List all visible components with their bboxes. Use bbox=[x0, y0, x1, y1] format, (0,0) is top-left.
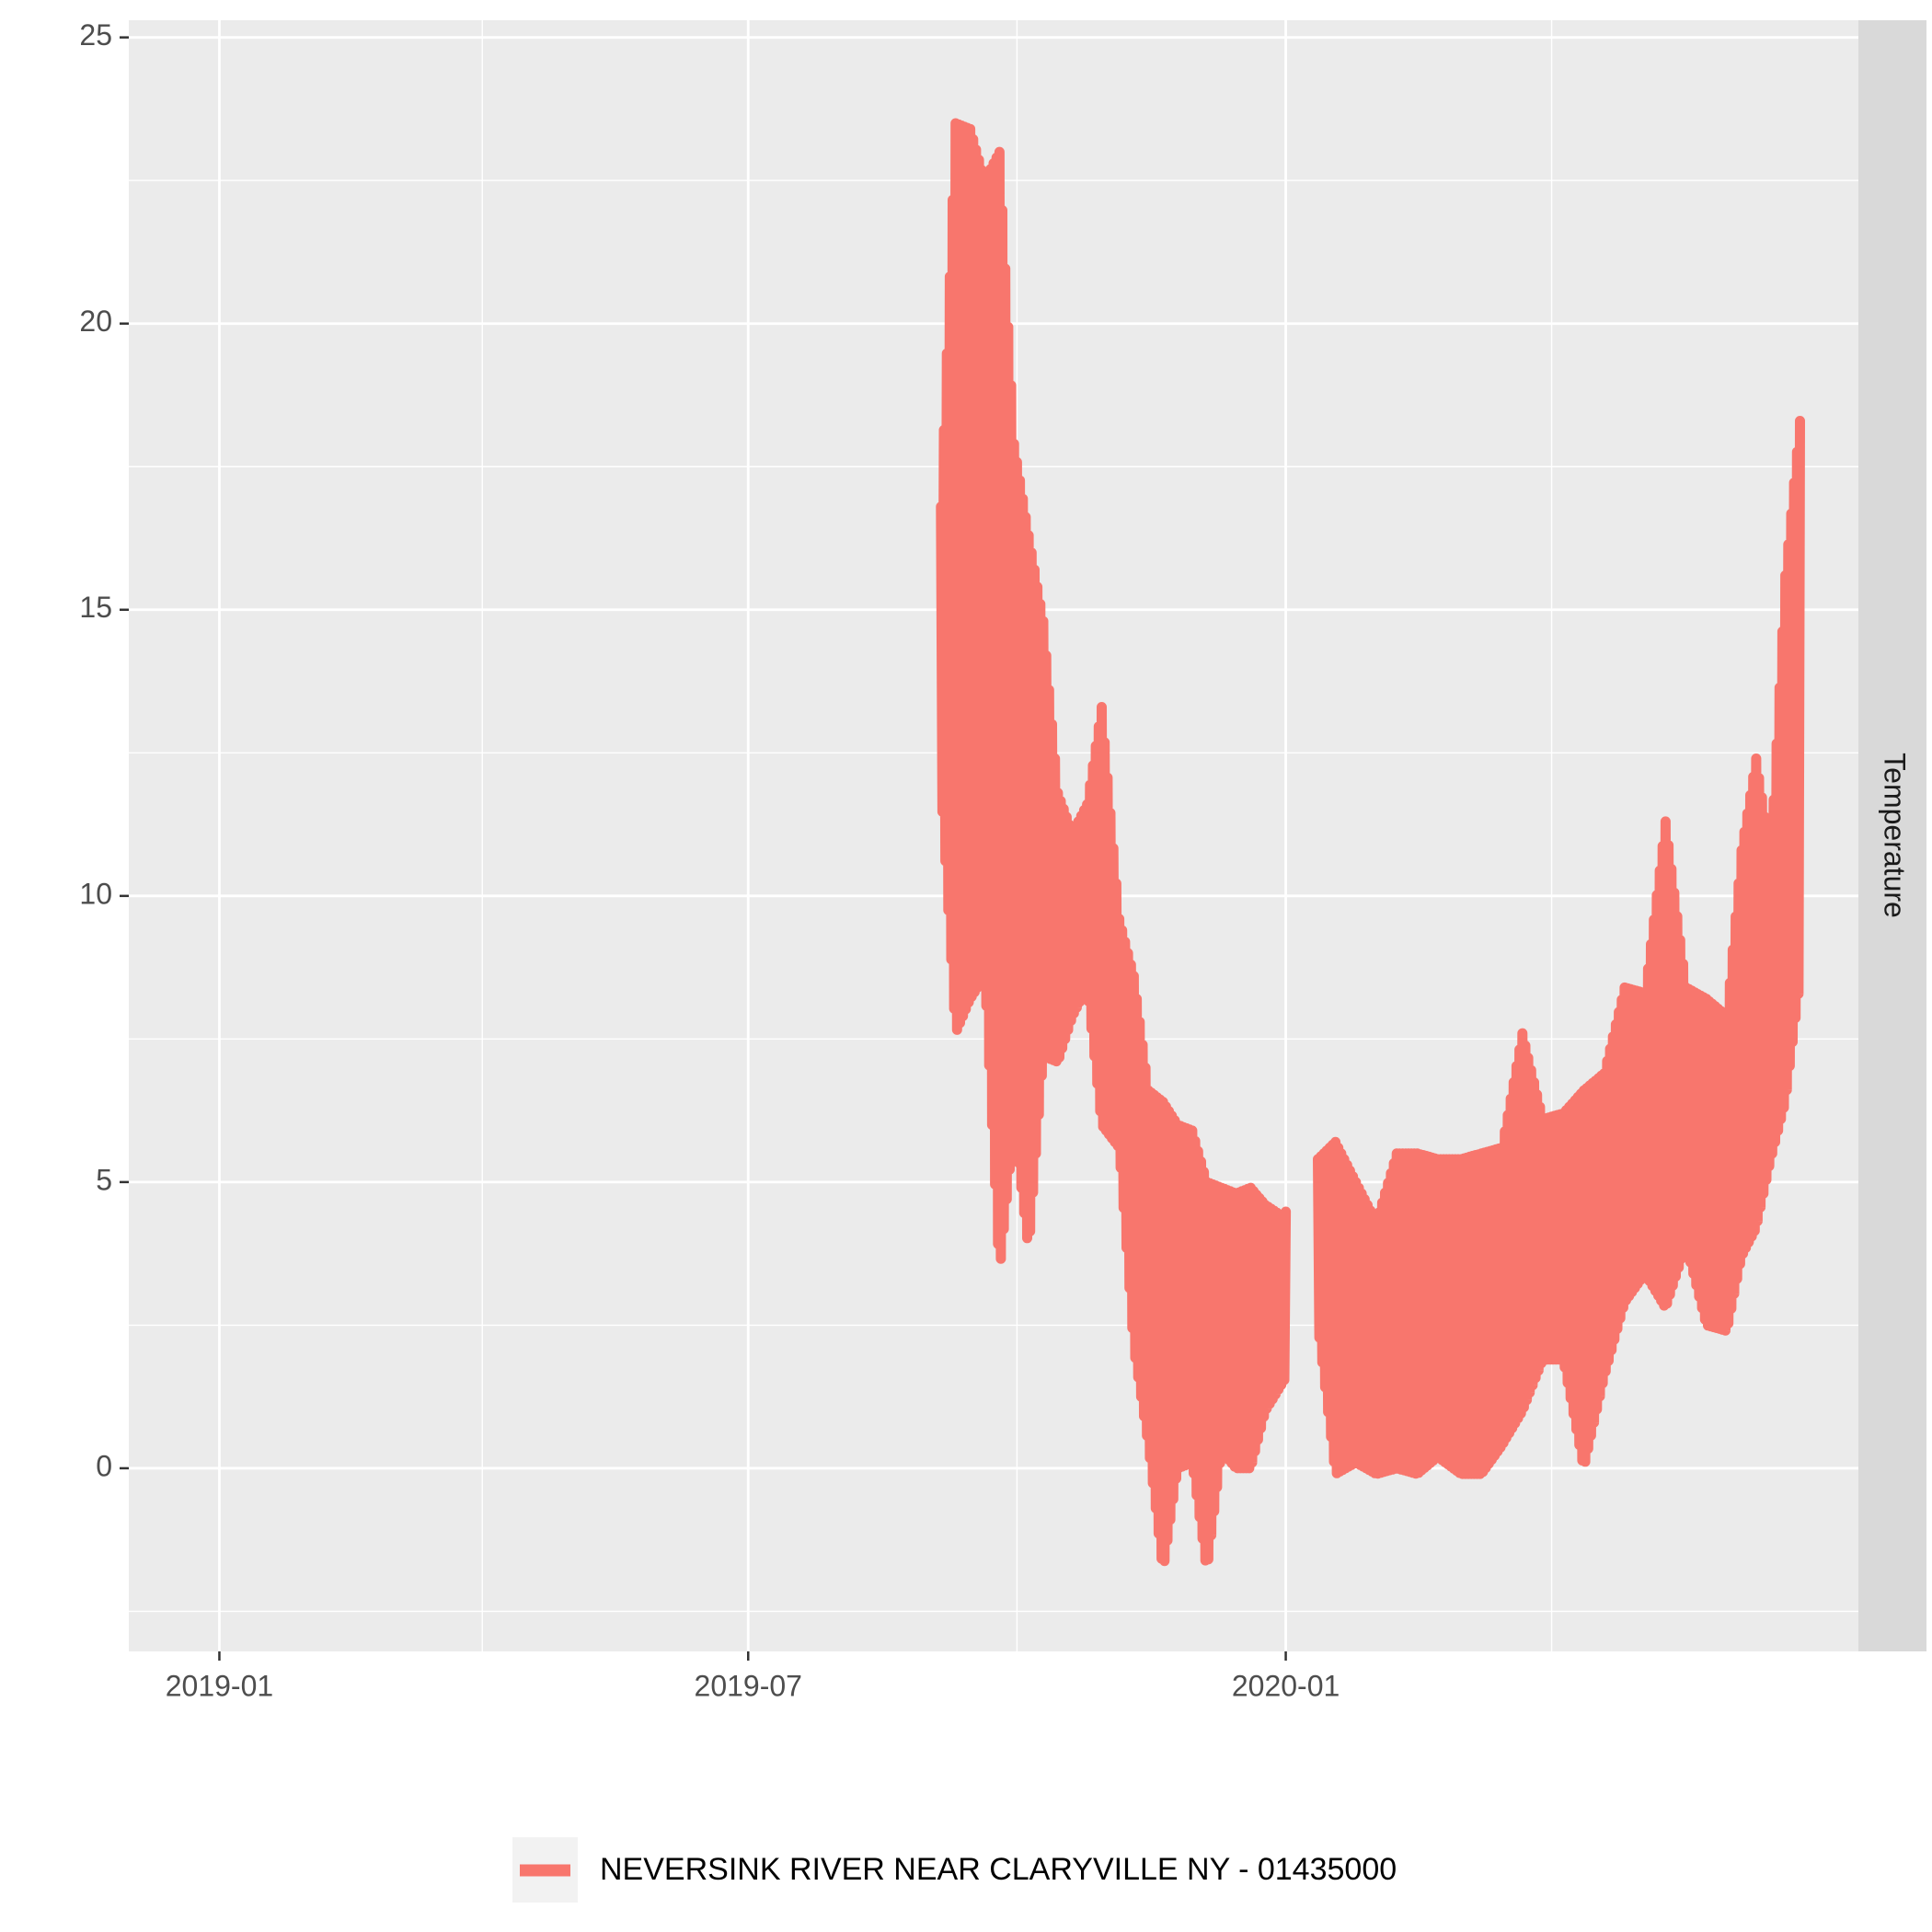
y-tick-label: 0 bbox=[96, 1449, 112, 1482]
legend-label: NEVERSINK RIVER NEAR CLARYVILLE NY - 014… bbox=[600, 1852, 1397, 1887]
series-line-segment bbox=[1313, 416, 1805, 1479]
x-tick-label: 2020-01 bbox=[1232, 1669, 1340, 1702]
y-tick-label: 20 bbox=[79, 305, 112, 338]
y-tick-label: 5 bbox=[96, 1163, 112, 1196]
x-tick-label: 2019-01 bbox=[166, 1669, 273, 1702]
y-tick-label: 10 bbox=[79, 877, 112, 910]
axes-layer: 0 5 10 15 20 25 2019-01 2019-07 2020-01 bbox=[79, 18, 1340, 1702]
series-layer bbox=[936, 118, 1805, 1567]
y-tick-label: 25 bbox=[79, 18, 112, 52]
facet-strip-label: Temperature bbox=[1879, 753, 1912, 918]
facet-strip bbox=[1858, 20, 1926, 1651]
series-line-segment bbox=[936, 118, 1292, 1567]
y-tick-label: 15 bbox=[79, 591, 112, 624]
x-tick-label: 2019-07 bbox=[695, 1669, 802, 1702]
legend: NEVERSINK RIVER NEAR CLARYVILLE NY - 014… bbox=[512, 1837, 1397, 1903]
